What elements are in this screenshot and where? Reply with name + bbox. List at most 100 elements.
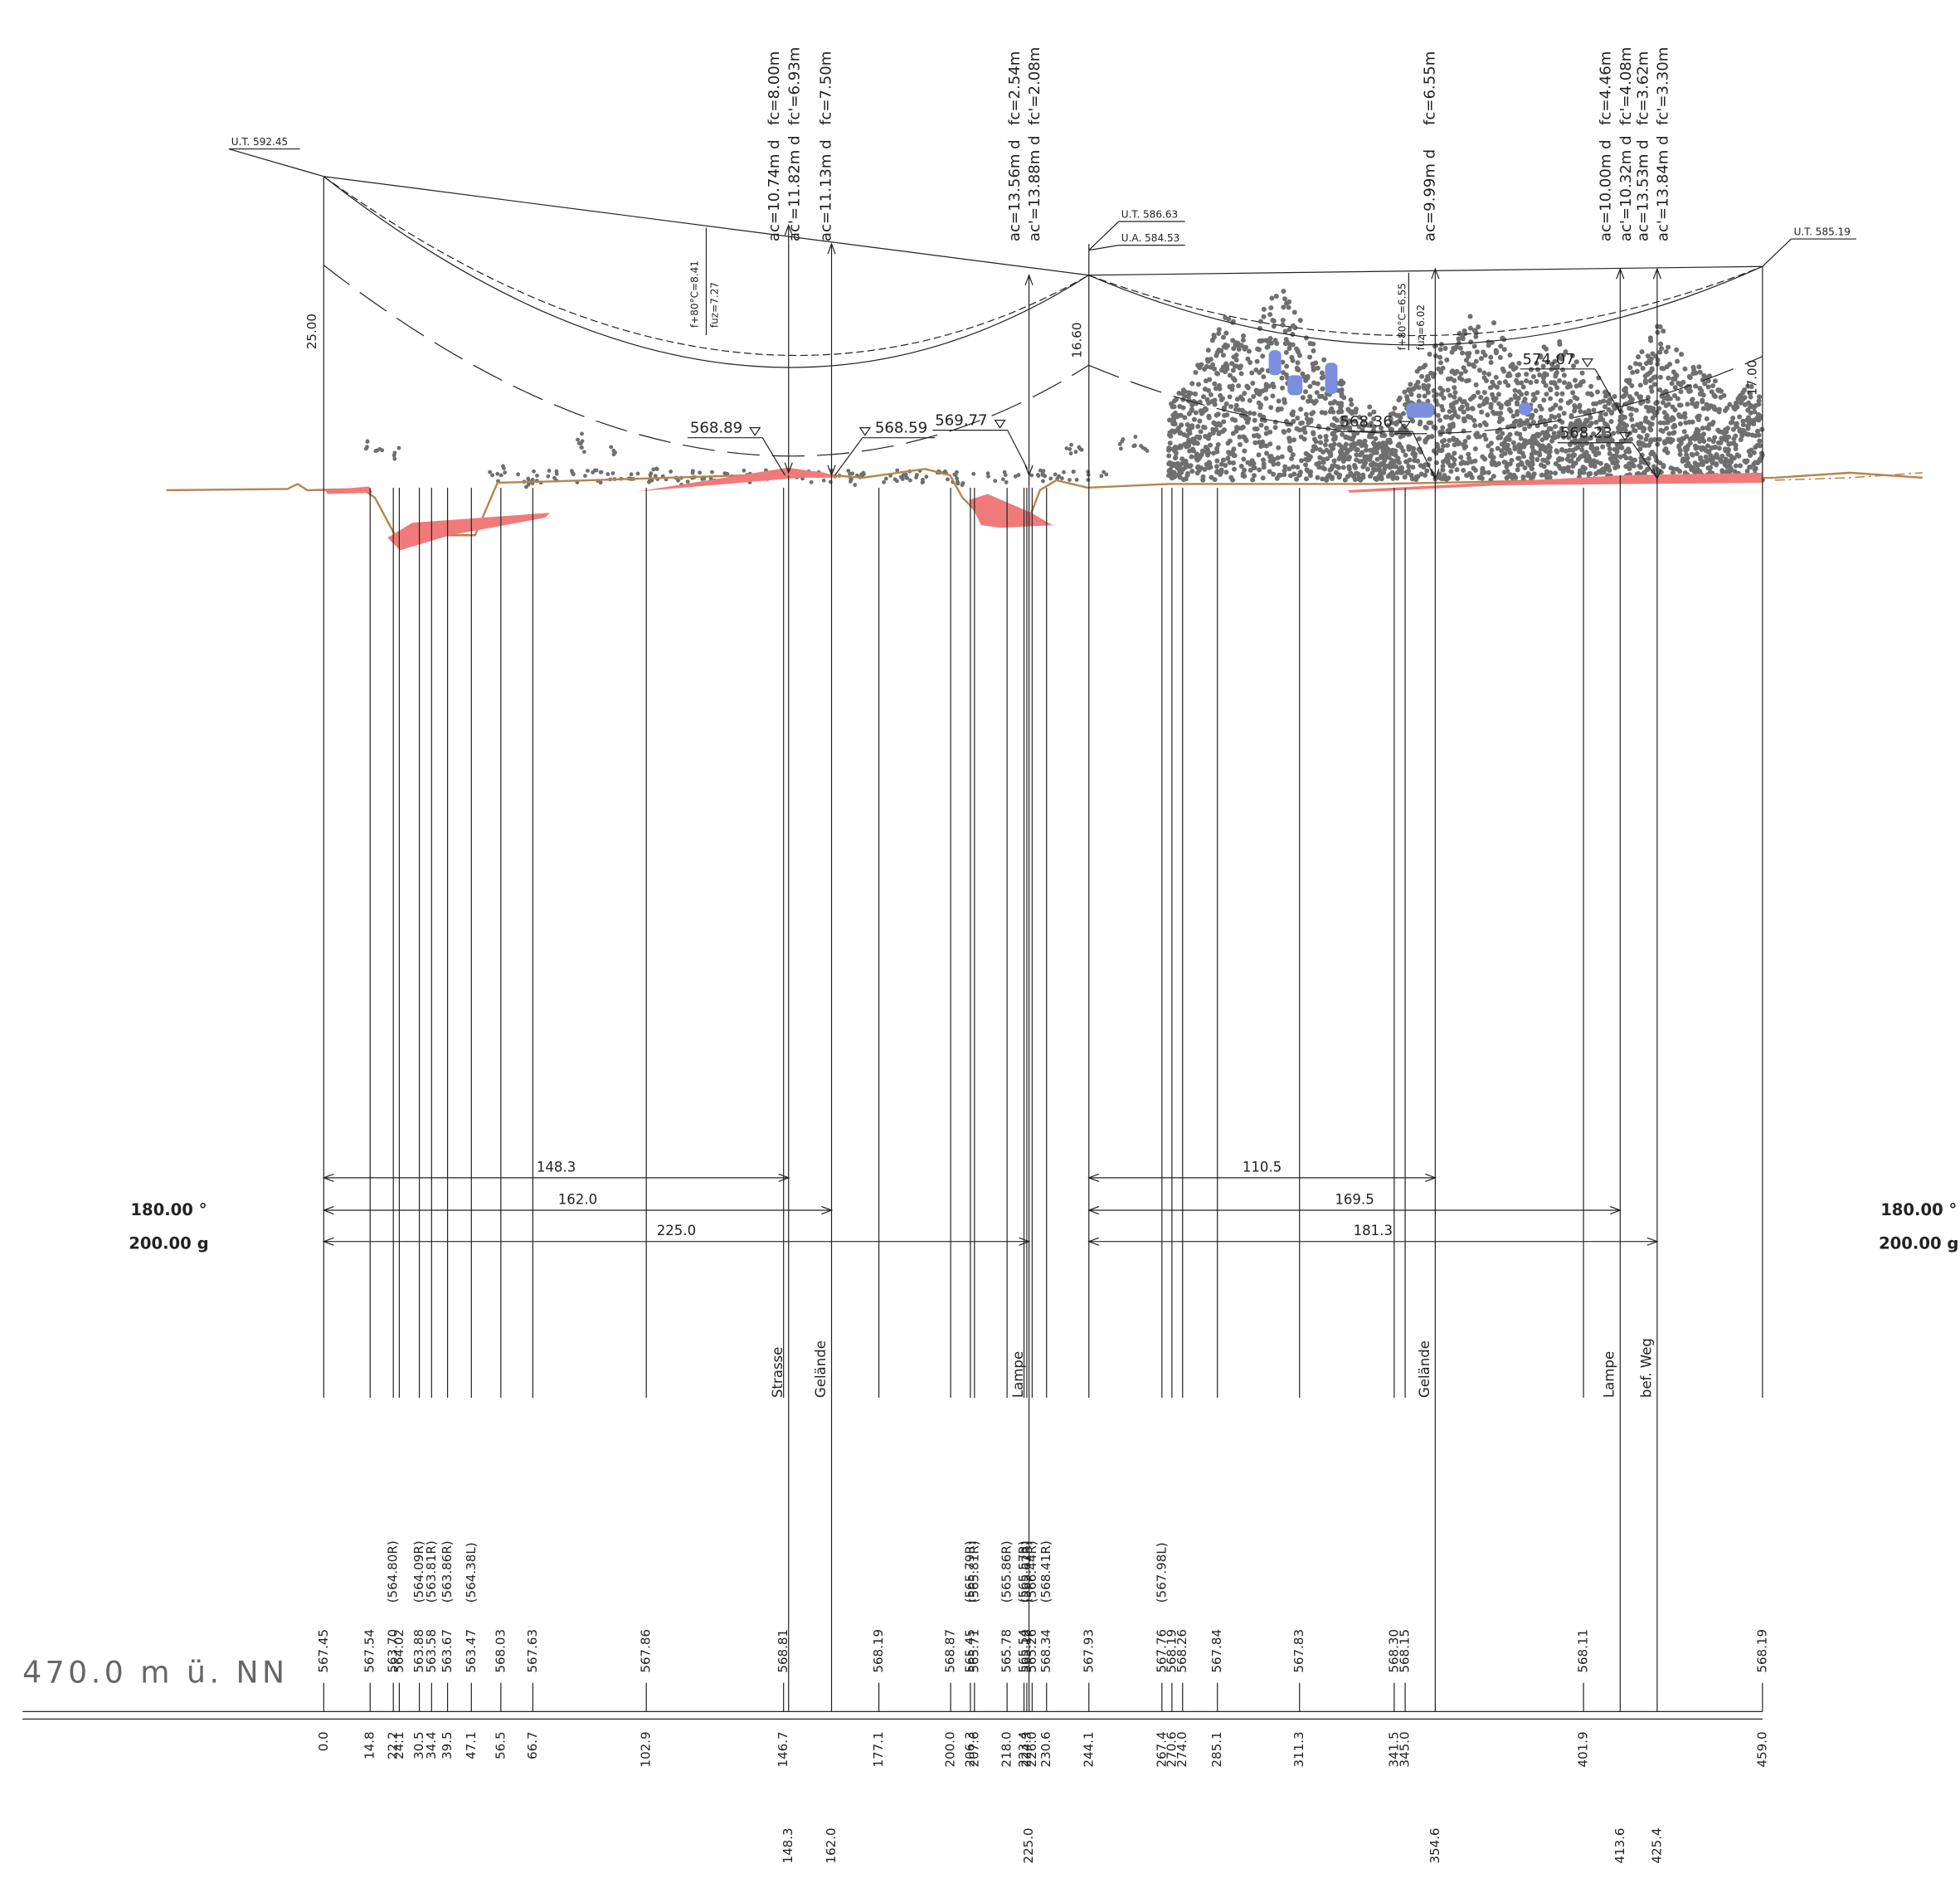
cloud-point (955, 470, 959, 474)
cloud-point (1257, 319, 1263, 324)
offset-elevation-label: (564.38L) (464, 1542, 479, 1603)
cloud-point (1502, 450, 1508, 456)
cloud-point (1340, 431, 1345, 437)
cloud-point (1544, 429, 1550, 435)
cloud-point (1388, 440, 1393, 445)
cloud-point (1340, 424, 1345, 430)
cloud-point (1311, 348, 1316, 353)
cloud-point (1570, 453, 1576, 460)
elevation-label: 563.70 (386, 1629, 401, 1673)
cloud-point (1649, 421, 1655, 427)
cloud-point (1369, 434, 1374, 440)
cloud-point (1260, 475, 1266, 481)
cloud-point (1516, 442, 1522, 448)
cloud-point (1583, 417, 1589, 423)
cloud-point (1279, 454, 1285, 460)
crossing-label: Lampe (1602, 1351, 1617, 1398)
cloud-point (1364, 447, 1369, 453)
cloud-point (1240, 338, 1246, 343)
cloud-point (1394, 470, 1400, 475)
cloud-point (1238, 394, 1244, 400)
cloud-point (1481, 455, 1487, 461)
cloud-point (1608, 438, 1614, 444)
cloud-point (1468, 339, 1474, 345)
cloud-point (1062, 470, 1066, 474)
cloud-point (1622, 426, 1627, 432)
cloud-point (1607, 434, 1613, 440)
cloud-point (1568, 470, 1574, 475)
cloud-point (1311, 431, 1316, 437)
cloud-point (1396, 397, 1402, 403)
cloud-point (1421, 382, 1427, 388)
cloud-point (1641, 470, 1647, 475)
cloud-point (1702, 381, 1708, 387)
cloud-point (1440, 467, 1446, 473)
cloud-point (1696, 364, 1702, 370)
cloud-point (1538, 462, 1544, 468)
cloud-point (1213, 464, 1219, 470)
cloud-point (915, 473, 919, 477)
cloud-point (1505, 399, 1510, 405)
cloud-point (1394, 475, 1400, 481)
cloud-point (1600, 444, 1606, 450)
cloud-point (985, 471, 990, 476)
cloud-point (1602, 404, 1608, 410)
cloud-point (1610, 460, 1616, 465)
cloud-point (1647, 405, 1653, 411)
station-label: 56.5 (493, 1731, 508, 1759)
cloud-point (1371, 416, 1377, 422)
cloud-point (1752, 467, 1758, 473)
cloud-point (1218, 467, 1224, 473)
station-label: 244.1 (1081, 1731, 1096, 1767)
cloud-point (1657, 374, 1663, 380)
crossing-station: 148.3 (781, 1827, 795, 1863)
cloud-point (1240, 473, 1246, 479)
leader-line (228, 148, 324, 178)
cloud-point (1102, 470, 1106, 474)
cloud-point (1177, 430, 1183, 435)
cloud-point (1540, 457, 1546, 463)
elevation-label: 568.19 (871, 1629, 886, 1673)
cloud-point (1133, 435, 1138, 440)
cloud-point (1496, 392, 1501, 397)
cloud-point (1320, 450, 1326, 455)
cloud-point (1464, 378, 1470, 384)
cloud-point (1690, 435, 1695, 441)
cloud-point (1574, 418, 1580, 424)
station-label: 14.8 (362, 1731, 377, 1759)
cloud-point (1501, 445, 1507, 450)
cloud-point (1553, 402, 1559, 408)
cloud-point (1677, 421, 1683, 426)
cloud-point (1231, 346, 1237, 352)
cloud-point (1227, 394, 1233, 400)
cloud-point (1705, 443, 1710, 449)
cloud-point (1447, 409, 1452, 415)
cloud-point (1175, 472, 1181, 478)
cloud-point (1481, 432, 1487, 438)
station-label: 200.0 (943, 1731, 958, 1767)
cloud-point (1502, 379, 1508, 385)
tower-height: 17.00 (1744, 360, 1759, 396)
cloud-point (1175, 414, 1180, 420)
cloud-point (1470, 395, 1476, 401)
cloud-point (1519, 392, 1525, 397)
cloud-point (1722, 407, 1728, 413)
cloud-point (1643, 416, 1649, 421)
cloud-point (1385, 474, 1391, 479)
cloud-point (1473, 358, 1479, 364)
cloud-point (1342, 477, 1348, 483)
cloud-point (1294, 476, 1300, 482)
cloud-point (1501, 460, 1507, 465)
clearance-label: fc=4.46m (1598, 51, 1615, 125)
cloud-point (1053, 472, 1058, 477)
level-triangle (858, 427, 872, 436)
cloud-point (1384, 445, 1389, 451)
cloud-point (1525, 470, 1531, 476)
cloud-point (1195, 382, 1201, 387)
cloud-point (1748, 452, 1753, 458)
cloud-point (488, 470, 493, 474)
surface-patch (1347, 472, 1763, 493)
cloud-point (1469, 459, 1475, 465)
cloud-point (1680, 435, 1685, 441)
cloud-point (1230, 431, 1236, 436)
